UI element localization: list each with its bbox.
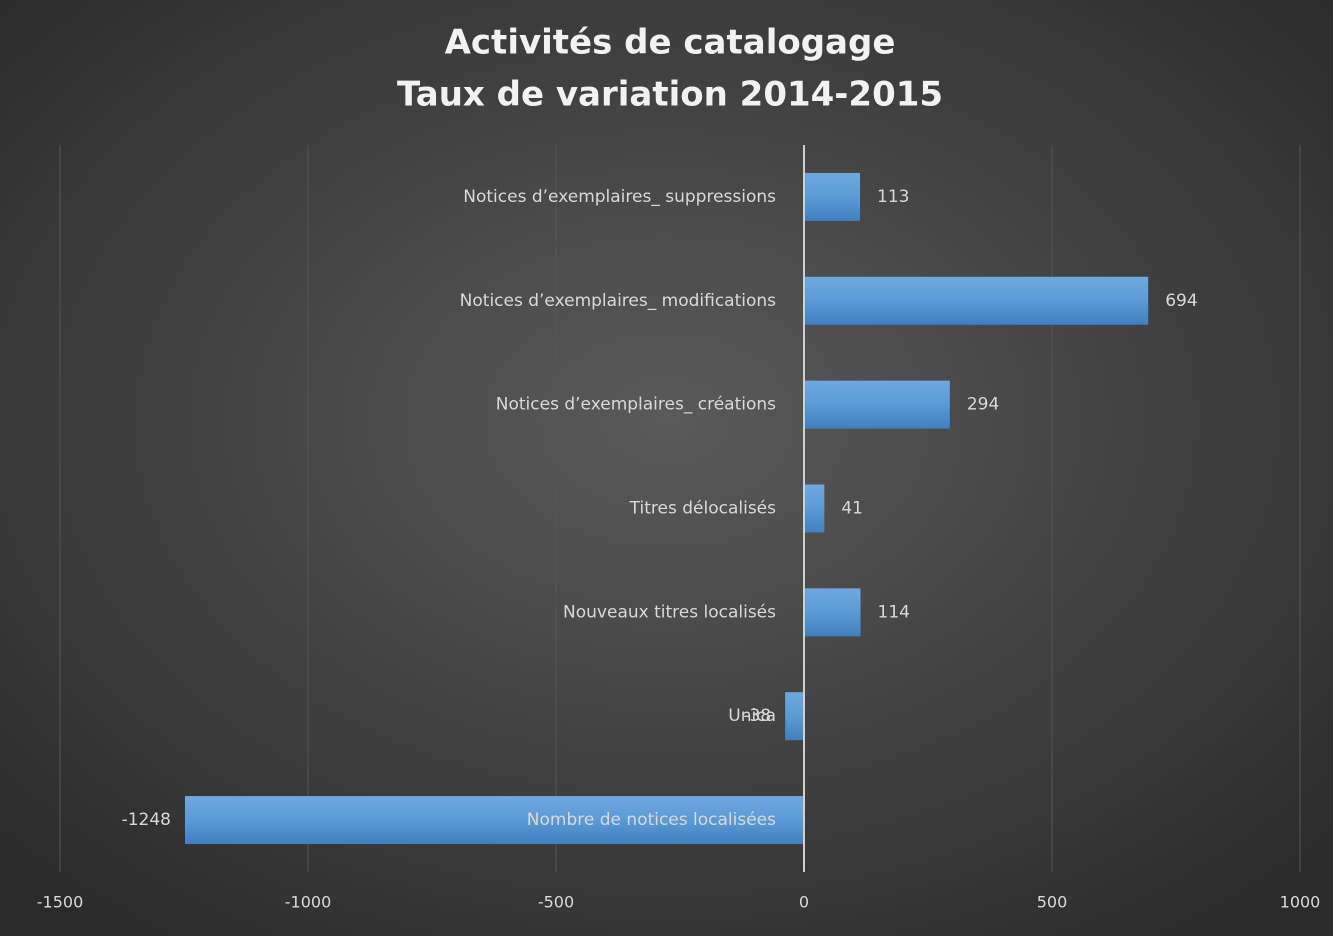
category-label: Unica [728, 706, 776, 726]
x-tick-label: -1500 [37, 893, 84, 912]
category-label: Nouveaux titres localisés [563, 602, 776, 622]
data-label: 114 [878, 602, 910, 622]
x-tick-label: -500 [538, 893, 574, 912]
data-label: 41 [841, 499, 863, 519]
data-label: -38 [743, 706, 771, 726]
data-label: 294 [967, 395, 999, 415]
bar [804, 172, 861, 221]
category-label: Notices d’exemplaires_ suppressions [463, 187, 776, 207]
category-label: Notices d’exemplaires_ modifications [460, 291, 776, 311]
category-label: Titres délocalisés [629, 499, 776, 519]
chart-title: Activités de catalogage [445, 23, 896, 63]
x-tick-label: 1000 [1280, 893, 1321, 912]
x-tick-label: 500 [1037, 893, 1068, 912]
category-label: Nombre de notices localisées [527, 810, 776, 830]
data-label: 113 [877, 187, 909, 207]
x-tick-label: -1000 [285, 893, 332, 912]
x-tick-label: 0 [799, 893, 809, 912]
bar [804, 380, 950, 429]
bar [804, 276, 1149, 325]
bar [184, 796, 804, 845]
bar [804, 484, 825, 533]
data-label: -1248 [122, 810, 171, 830]
chart-subtitle: Taux de variation 2014-2015 [397, 75, 943, 115]
bar [804, 588, 861, 637]
bar [785, 692, 804, 741]
data-label: 694 [1165, 291, 1197, 311]
category-label: Notices d’exemplaires_ créations [496, 395, 776, 415]
